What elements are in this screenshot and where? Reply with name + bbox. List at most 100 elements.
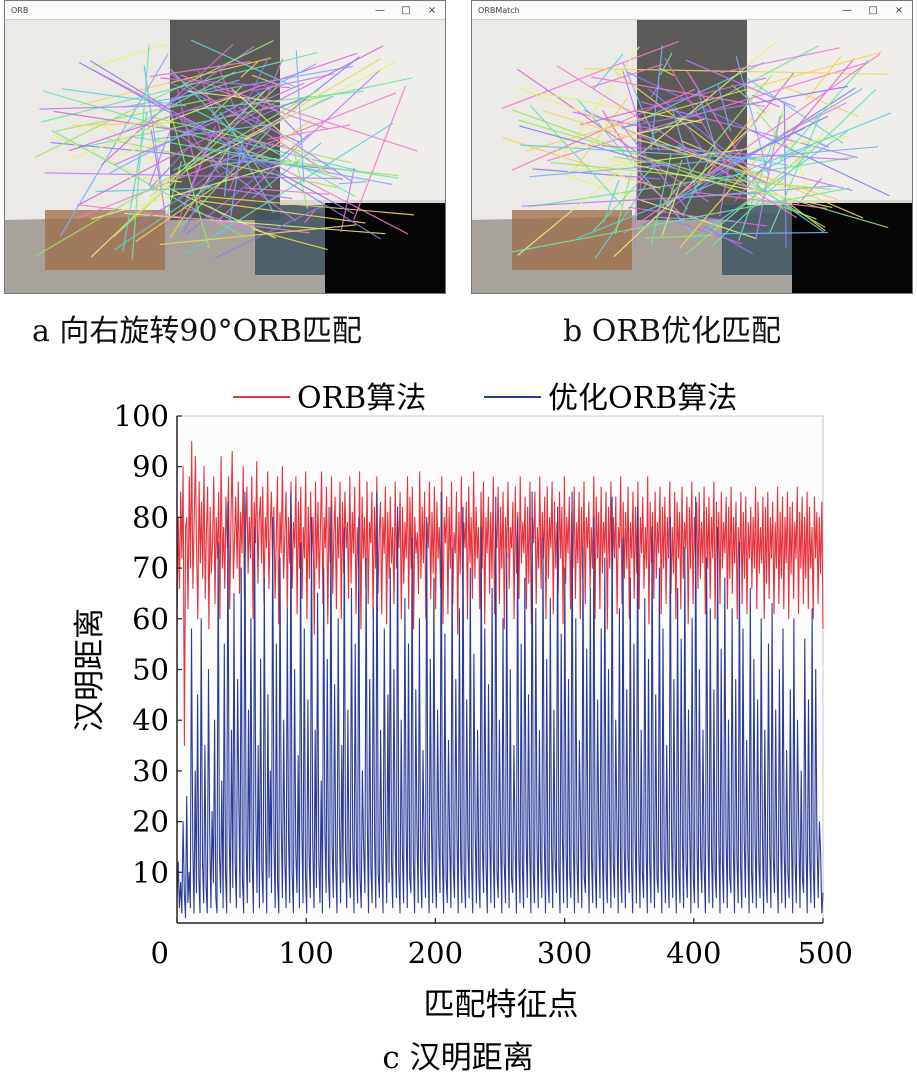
match-line: [591, 76, 765, 108]
match-line: [253, 159, 399, 177]
panel-b-window-title: ORBMatch: [478, 5, 520, 15]
x-tick-label: 400: [666, 936, 721, 970]
match-line: [614, 172, 632, 235]
match-line: [150, 60, 252, 78]
match-line: [653, 216, 734, 222]
match-line: [149, 169, 182, 198]
maximize-icon[interactable]: □: [401, 4, 411, 16]
match-line: [711, 88, 877, 247]
match-line: [41, 52, 318, 123]
x-tick-label: 300: [537, 936, 592, 970]
match-line: [576, 112, 892, 240]
match-line: [214, 205, 324, 259]
match-line: [252, 142, 322, 199]
match-line: [114, 82, 305, 165]
match-line: [517, 119, 889, 229]
match-line: [126, 176, 182, 183]
match-line: [572, 111, 658, 131]
match-line: [736, 145, 812, 185]
match-line: [34, 40, 274, 158]
y-tick-label: 70: [132, 551, 169, 585]
match-line: [733, 159, 853, 192]
y-tick-label: 10: [132, 855, 169, 889]
match-line: [39, 104, 180, 110]
match-line: [697, 90, 719, 158]
close-icon[interactable]: ×: [894, 4, 904, 16]
match-line: [717, 84, 732, 132]
match-line: [704, 225, 754, 255]
match-line: [738, 113, 783, 241]
match-line: [584, 68, 889, 75]
x-tick-label: 500: [798, 936, 853, 970]
panel-b-match-lines: [501, 40, 892, 260]
match-line: [61, 88, 187, 107]
y-axis-title: 汉明距离: [72, 608, 108, 732]
match-line: [658, 67, 675, 76]
match-line: [179, 134, 297, 222]
match-line: [79, 204, 310, 234]
match-line: [673, 115, 829, 191]
match-line: [160, 77, 291, 89]
match-line: [719, 162, 731, 217]
match-line: [148, 129, 172, 187]
y-tick-label: 100: [114, 399, 169, 433]
match-line: [185, 122, 394, 254]
match-line: [621, 85, 849, 128]
match-line: [794, 126, 829, 168]
match-line: [679, 147, 767, 249]
match-line: [90, 157, 306, 220]
match-line: [650, 154, 672, 246]
match-line: [180, 74, 418, 152]
match-line: [150, 129, 168, 226]
match-line: [304, 209, 316, 224]
maximize-icon[interactable]: □: [868, 4, 878, 16]
match-line: [187, 125, 217, 195]
match-line: [168, 45, 255, 106]
series-line-optimized: [176, 491, 824, 919]
match-line: [114, 184, 213, 251]
match-line: [109, 63, 317, 174]
match-line: [746, 77, 844, 144]
match-line: [159, 224, 357, 246]
series-layer: [176, 440, 824, 919]
match-line: [90, 43, 169, 69]
match-line: [121, 65, 354, 108]
match-line: [647, 88, 740, 162]
match-line: [793, 131, 829, 148]
match-line: [704, 127, 806, 178]
match-line: [622, 62, 660, 151]
match-line: [188, 90, 364, 111]
match-line: [74, 77, 413, 150]
close-icon[interactable]: ×: [427, 4, 437, 16]
y-tick-label: 50: [132, 653, 169, 687]
match-line: [201, 185, 293, 200]
match-line: [605, 158, 833, 208]
hamming-distance-chart: ORB算法 优化ORB算法 10 20 30 40 50 60 70 80 90 100 0 100 2…: [72, 381, 853, 1075]
match-line: [622, 71, 643, 133]
match-line: [685, 59, 797, 108]
match-line: [735, 55, 769, 174]
x-tick-label: 200: [408, 936, 463, 970]
panel-b-titlebar: ORBMatch — □ ×: [472, 1, 912, 20]
match-line: [564, 46, 640, 154]
match-line: [96, 120, 154, 161]
match-line: [592, 53, 624, 91]
match-line: [295, 50, 305, 183]
figure-caption: c 汉明距离: [382, 1040, 533, 1075]
match-line: [623, 53, 881, 234]
match-line: [519, 125, 680, 171]
panel-b-match-image: [472, 20, 912, 293]
match-line: [659, 52, 673, 76]
match-line: [637, 174, 685, 218]
match-line: [53, 110, 285, 148]
minimize-icon[interactable]: —: [842, 4, 852, 16]
match-line: [633, 125, 641, 245]
match-line: [185, 133, 310, 235]
minimize-icon[interactable]: —: [375, 4, 385, 16]
match-line: [59, 53, 169, 237]
match-line: [211, 85, 243, 117]
x-tick-label: 0: [151, 936, 169, 970]
match-line: [691, 130, 848, 241]
y-tick-label: 60: [132, 602, 169, 636]
match-line: [89, 60, 381, 240]
